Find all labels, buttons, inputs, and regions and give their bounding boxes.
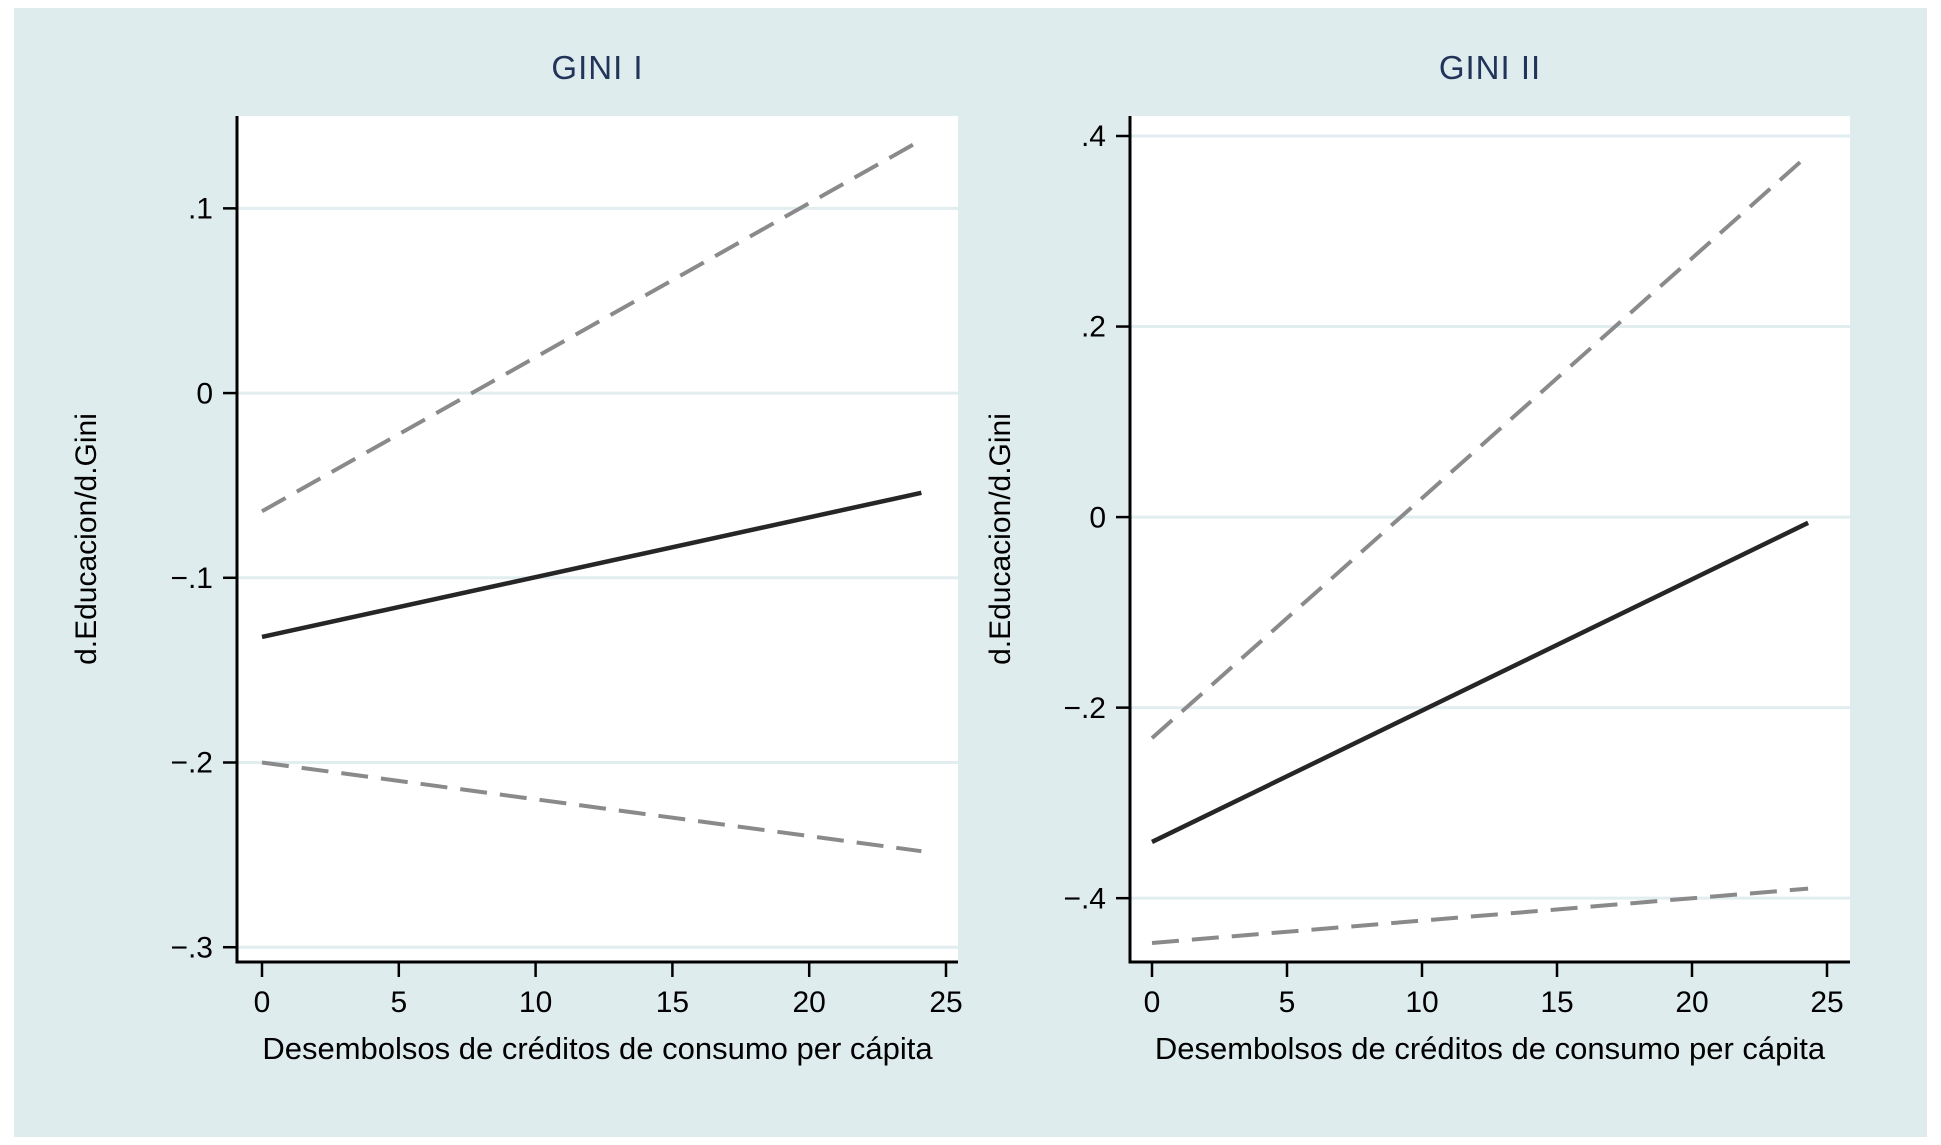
plot-background [1130,116,1850,962]
x-tick-label: 20 [793,986,826,1019]
x-tick-label: 0 [1144,986,1161,1019]
y-tick-label: −.2 [170,747,213,780]
y-tick-label: .4 [1081,120,1106,153]
series-ci-upper [261,138,923,514]
x-tick-label: 10 [519,986,552,1019]
plot-area: .1 0 −.1 −.2 −.3 0 5 10 15 20 25 [170,116,963,1019]
series-marginal-effect [1151,520,1810,844]
x-axis-label: Desembolsos de créditos de consumo per c… [1154,1031,1826,1066]
x-tick-label: 25 [1810,986,1843,1019]
y-tick-label: −.3 [170,931,213,964]
y-tick-label: −.4 [1063,882,1106,915]
y-tick-label: −.1 [170,562,213,595]
x-tick-label: 25 [929,986,962,1019]
x-axis-label: Desembolsos de créditos de consumo per c… [262,1031,933,1066]
x-tick-label: 15 [656,986,689,1019]
plot-area: .4 .2 0 −.2 −.4 0 5 10 15 20 25 [1063,116,1850,1019]
y-axis-label: d.Educacion/d.Gini [70,413,103,665]
x-tick-label: 10 [1405,986,1438,1019]
y-axis-label: d.Educacion/d.Gini [984,413,1017,665]
y-tick-label: −.2 [1063,692,1106,725]
series-ci-lower [1151,886,1809,945]
x-tick-label: 0 [254,986,271,1019]
y-tick-label: .2 [1081,311,1106,344]
panel-gini-1: GINI I d.Educacion/d.Gini Desembolsos de… [70,49,963,1066]
panel-title: GINI I [551,49,644,86]
plot-background [237,116,958,962]
x-tick-label: 5 [390,986,407,1019]
x-tick-label: 5 [1279,986,1296,1019]
panel-title: GINI II [1438,49,1542,86]
series-marginal-effect [261,490,922,640]
y-tick-label: .1 [188,193,213,226]
y-tick-label: 0 [1089,501,1106,534]
y-tick-label: 0 [196,377,213,410]
x-tick-label: 15 [1540,986,1573,1019]
panel-gini-2: GINI II d.Educacion/d.Gini Desembolsos d… [984,49,1850,1066]
series-ci-lower [261,760,922,854]
x-tick-label: 20 [1675,986,1708,1019]
series-ci-upper [1150,153,1810,740]
